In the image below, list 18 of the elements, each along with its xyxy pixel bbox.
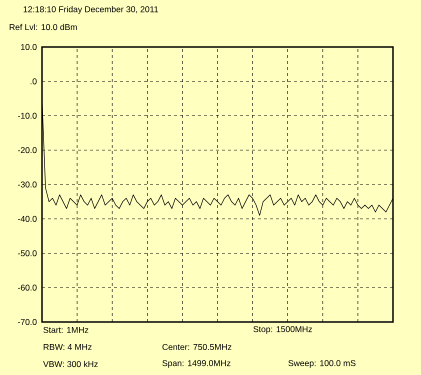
- y-tick-label: -20.0: [18, 147, 37, 154]
- y-tick-label: 10.0: [21, 44, 37, 50]
- y-tick-label: -10.0: [18, 112, 37, 119]
- text: RBW: 4 MHz: [44, 344, 92, 350]
- y-tick-label: -40.0: [18, 216, 37, 222]
- y-tick-label: -50.0: [18, 250, 37, 256]
- y-tick-label: -70.0: [18, 318, 37, 325]
- chart-subtitle: Ref Lvl: 10.0 dBm: [10, 24, 77, 30]
- text: Span: 1499.0MHz: [162, 360, 230, 368]
- y-tick-label: -30.0: [18, 181, 37, 188]
- text: Start: 1MHz: [43, 326, 88, 333]
- text: Sweep: 100.0 mS: [288, 360, 356, 368]
- y-tick-label: .0: [30, 78, 37, 84]
- text: VBW: 300 kHz: [43, 360, 98, 368]
- y-tick-label: -60.0: [18, 284, 37, 291]
- text: Stop: 1500MHz: [253, 326, 312, 334]
- chart-title: 12:18:10 Friday December 30, 2011: [24, 6, 158, 14]
- text: Center: 750.5MHz: [162, 344, 232, 350]
